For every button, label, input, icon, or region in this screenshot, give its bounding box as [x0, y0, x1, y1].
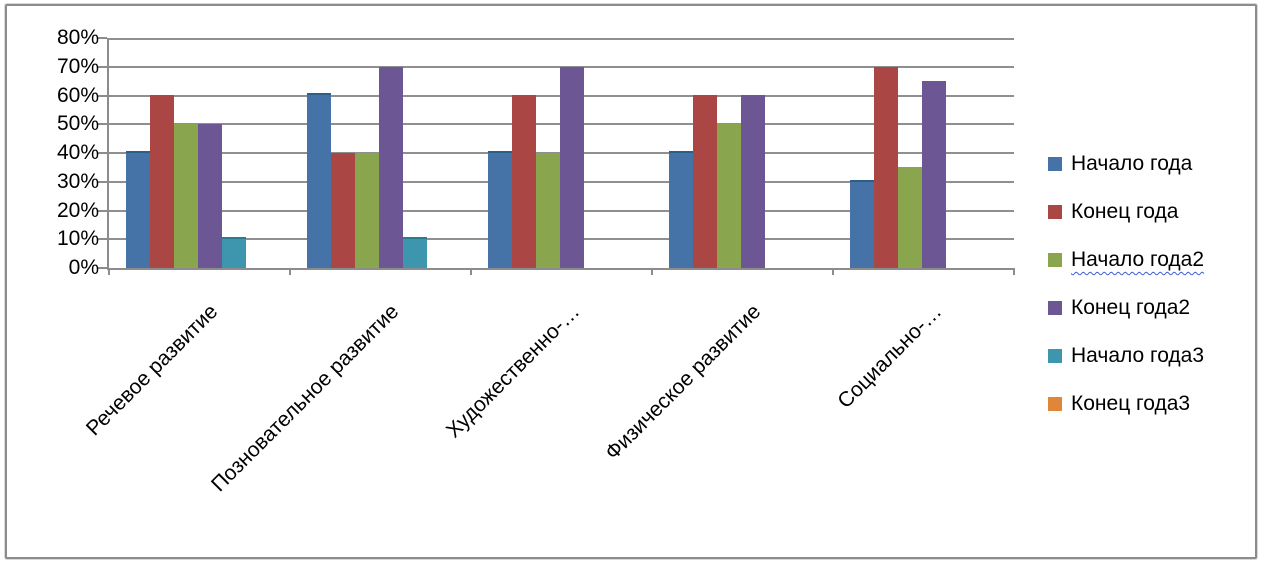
- x-axis-tick-2: [470, 268, 472, 275]
- x-axis-category-label-4: Социально-…: [833, 300, 947, 413]
- bar-s3-c4: [922, 81, 946, 268]
- plot-area: [97, 37, 1015, 275]
- legend-item-4: Начало года3: [1048, 332, 1248, 380]
- y-axis-label-0%: 0%: [68, 256, 99, 279]
- y-axis-label-50%: 50%: [56, 112, 99, 135]
- x-axis-category-label-0: Речевое развитие: [81, 300, 223, 441]
- bar-s3-c2: [560, 67, 584, 268]
- x-axis-category-label-2: Художественно-…: [441, 300, 585, 443]
- legend-item-label: Конец года2: [1071, 296, 1191, 319]
- bar-s2-c4: [898, 167, 922, 268]
- legend-item-2: Начало года2: [1048, 236, 1248, 284]
- legend-item-label: Начало года: [1071, 152, 1193, 175]
- x-axis-tick-5: [1013, 268, 1015, 275]
- legend-item-1: Конец года: [1048, 188, 1248, 236]
- chart-object[interactable]: 0% 10% 20% 30% 40% 50% 60% 70% 80% Речевое разви…: [5, 4, 1257, 559]
- y-axis-label-10%: 10%: [56, 227, 99, 250]
- bar-group-4: [833, 38, 1014, 268]
- legend-swatch-icon: [1048, 157, 1062, 171]
- legend-item-0: Начало года: [1048, 140, 1248, 188]
- legend: Начало года Конец года Начало года2 Конец г…: [1048, 140, 1248, 428]
- y-axis-tick-70%: [97, 66, 107, 68]
- bar-s2-c3: [717, 124, 741, 268]
- bar-s0-c0: [126, 151, 150, 268]
- bar-s0-c3: [669, 151, 693, 268]
- y-axis-tick-60%: [97, 95, 107, 97]
- y-axis-label-80%: 80%: [56, 26, 99, 49]
- bar-s4-c1: [403, 237, 427, 268]
- y-axis-tick-0%: [97, 267, 107, 269]
- legend-item-label: Конец года3: [1071, 392, 1191, 415]
- bar-group-1: [290, 38, 471, 268]
- y-axis-tick-20%: [97, 210, 107, 212]
- bar-s3-c3: [741, 95, 765, 268]
- x-axis-tick-4: [832, 268, 834, 275]
- bar-s1-c0: [150, 95, 174, 268]
- legend-swatch-icon: [1048, 301, 1062, 315]
- x-axis-tick-1: [289, 268, 291, 275]
- bar-s3-c1: [379, 67, 403, 268]
- bar-group-0: [109, 38, 290, 268]
- x-axis-category-label-1: Позновательное развитие: [206, 300, 404, 497]
- y-axis-label-30%: 30%: [56, 170, 99, 193]
- y-axis-tick-10%: [97, 238, 107, 240]
- y-axis-tick-80%: [97, 37, 107, 39]
- legend-item-label: Конец года: [1071, 200, 1179, 223]
- legend-swatch-icon: [1048, 253, 1062, 267]
- legend-item-label: Начало года2: [1071, 248, 1205, 271]
- bar-s1-c2: [512, 95, 536, 268]
- legend-item-label: Начало года3: [1071, 344, 1205, 367]
- bar-s0-c1: [307, 93, 331, 268]
- bar-s0-c2: [488, 151, 512, 268]
- bar-s2-c2: [536, 153, 560, 268]
- bar-s0-c4: [850, 180, 874, 268]
- bar-s4-c0: [222, 237, 246, 268]
- y-axis-tick-30%: [97, 181, 107, 183]
- bar-group-3: [652, 38, 833, 268]
- bar-s2-c1: [355, 153, 379, 268]
- legend-item-3: Конец года2: [1048, 284, 1248, 332]
- bar-s3-c0: [198, 124, 222, 268]
- legend-swatch-icon: [1048, 349, 1062, 363]
- y-axis-label-20%: 20%: [56, 199, 99, 222]
- legend-item-5: Конец года3: [1048, 380, 1248, 428]
- x-axis-tick-0: [108, 268, 110, 275]
- legend-swatch-icon: [1048, 397, 1062, 411]
- y-axis-label-40%: 40%: [56, 141, 99, 164]
- y-axis-tick-50%: [97, 123, 107, 125]
- bar-s1-c1: [331, 153, 355, 268]
- x-axis-tick-3: [651, 268, 653, 275]
- bar-s2-c0: [174, 124, 198, 268]
- bar-s1-c3: [693, 95, 717, 268]
- y-axis-tick-40%: [97, 152, 107, 154]
- bar-s1-c4: [874, 67, 898, 268]
- bar-group-2: [471, 38, 652, 268]
- x-axis-category-label-3: Физическое развитие: [600, 300, 766, 465]
- y-axis-label-70%: 70%: [56, 55, 99, 78]
- y-axis-label-60%: 60%: [56, 84, 99, 107]
- gridline-80: [109, 38, 1014, 40]
- legend-swatch-icon: [1048, 205, 1062, 219]
